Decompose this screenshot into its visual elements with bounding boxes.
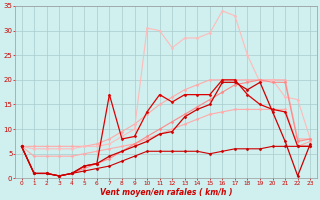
X-axis label: Vent moyen/en rafales ( km/h ): Vent moyen/en rafales ( km/h ) xyxy=(100,188,232,197)
